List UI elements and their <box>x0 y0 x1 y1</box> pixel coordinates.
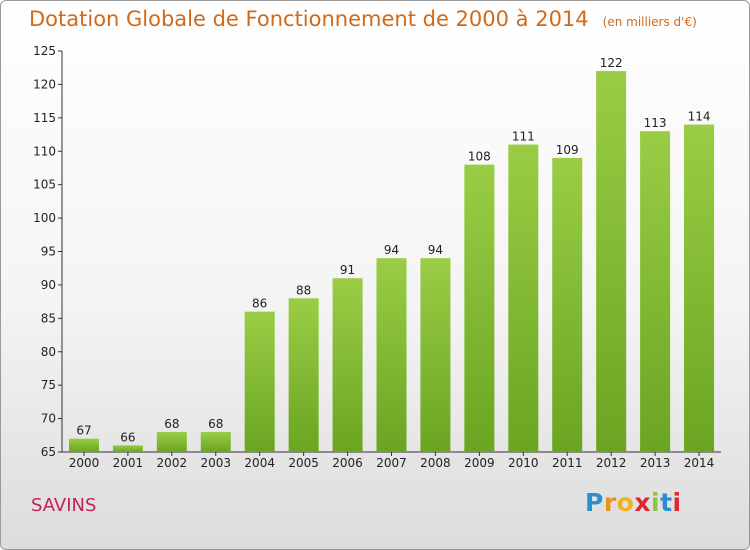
x-tick-label: 2004 <box>244 456 275 470</box>
y-tick-label: 120 <box>33 77 56 91</box>
bar-value-label: 108 <box>468 150 491 164</box>
y-tick-label: 125 <box>33 44 56 58</box>
place-name: SAVINS <box>31 495 97 516</box>
chart-title: Dotation Globale de Fonctionnement de 20… <box>29 7 697 31</box>
x-tick-label: 2009 <box>464 456 495 470</box>
bar-value-label: 67 <box>76 424 91 438</box>
y-tick-label: 75 <box>41 378 56 392</box>
bars: 67 66 68 68 86 88 91 94 94 108 111 109 122 113 114 <box>68 56 715 453</box>
x-tick-label: 2003 <box>200 456 231 470</box>
bar-value-label: 94 <box>384 243 399 257</box>
bar-2004 <box>244 311 275 452</box>
bar-2013 <box>640 131 671 452</box>
bar-value-label: 109 <box>556 143 579 157</box>
bar-2014 <box>684 124 715 453</box>
y-tick-label: 90 <box>41 278 56 292</box>
x-tick-label: 2001 <box>113 456 144 470</box>
bar-value-label: 88 <box>296 283 311 297</box>
x-tick-label: 2005 <box>288 456 319 470</box>
y-tick-label: 100 <box>33 211 56 225</box>
y-tick-label: 85 <box>41 311 56 325</box>
y-tick-label: 110 <box>33 144 56 158</box>
bar-2009 <box>464 164 495 452</box>
bar-value-label: 94 <box>428 243 443 257</box>
x-axis: 2000 2001 2002 2003 2004 2005 2006 2007 2008 2009… <box>62 451 721 470</box>
y-tick-label: 95 <box>41 245 56 259</box>
x-tick-label: 2013 <box>640 456 671 470</box>
x-tick-label: 2012 <box>596 456 627 470</box>
bar-value-label: 113 <box>644 116 667 130</box>
x-tick-label: 2014 <box>684 456 715 470</box>
x-tick-label: 2000 <box>69 456 100 470</box>
bar-value-label: 91 <box>340 263 355 277</box>
x-tick-label: 2011 <box>552 456 583 470</box>
bar-2003 <box>200 431 231 452</box>
bar-value-label: 114 <box>688 110 711 124</box>
x-tick-label: 2010 <box>508 456 539 470</box>
bar-2011 <box>552 157 583 452</box>
unit-note: (en milliers d'€) <box>602 15 697 29</box>
bar-value-label: 68 <box>208 417 223 431</box>
y-tick-label: 105 <box>33 178 56 192</box>
bar-2007 <box>376 258 407 452</box>
bar-2002 <box>156 431 187 452</box>
bar-2006 <box>332 278 363 452</box>
chart-title-text: Dotation Globale de Fonctionnement de 20… <box>29 7 589 31</box>
proxiti-logo: Proxiti <box>585 488 682 517</box>
y-tick-label: 65 <box>41 445 56 459</box>
bar-2008 <box>420 258 451 452</box>
y-tick-label: 70 <box>41 412 56 426</box>
y-axis: 65 70 75 80 85 90 95 100 105 110 115 120 125 <box>33 44 63 459</box>
bar-2001 <box>112 445 143 452</box>
bar-value-label: 86 <box>252 297 267 311</box>
bar-value-label: 66 <box>120 430 135 444</box>
y-tick-label: 80 <box>41 345 56 359</box>
y-tick-label: 115 <box>33 111 56 125</box>
bar-2010 <box>508 144 539 453</box>
x-tick-label: 2007 <box>376 456 407 470</box>
bar-value-label: 122 <box>600 56 623 70</box>
x-tick-label: 2008 <box>420 456 451 470</box>
x-tick-label: 2006 <box>332 456 363 470</box>
bar-2012 <box>596 71 627 453</box>
bar-value-label: 111 <box>512 130 535 144</box>
bar-value-label: 68 <box>164 417 179 431</box>
x-tick-label: 2002 <box>157 456 188 470</box>
bar-2000 <box>68 438 99 452</box>
bar-2005 <box>288 298 319 452</box>
